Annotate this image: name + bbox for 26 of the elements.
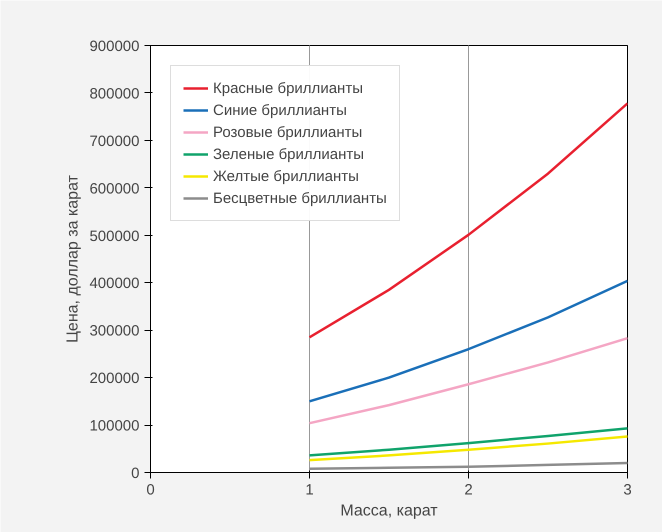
y-axis-title: Цена, доллар за карат [64,174,82,343]
y-tick-label: 900000 [89,38,140,55]
y-tick-label: 600000 [89,180,140,198]
line-series [308,336,628,424]
legend-label: Желтые бриллианты [213,168,359,184]
y-tick-label: 400000 [89,275,140,292]
line-series [308,435,628,462]
legend-label: Розовые бриллианты [213,124,362,140]
legend-label: Зеленые бриллианты [213,146,364,162]
x-tick-label: 2 [464,482,473,498]
legend-label: Красные бриллианты [213,80,363,96]
x-axis-title: Масса, карат [340,502,438,520]
x-tick-label: 0 [146,482,155,498]
line-series [308,427,628,457]
legend-label: Бесцветные бриллианты [213,190,387,206]
y-tick-label: 800000 [89,85,140,102]
y-tick-label: 100000 [89,418,140,435]
y-tick-label: 300000 [89,322,140,340]
legend-label: Синие бриллианты [213,102,347,118]
y-tick-label: 0 [131,465,140,482]
x-tick-label: 1 [305,482,314,498]
y-tick-label: 700000 [89,132,140,150]
y-tick-label: 500000 [89,228,140,245]
y-tick-label: 200000 [89,370,140,388]
x-tick-label: 3 [623,482,632,498]
line-series [308,280,628,403]
